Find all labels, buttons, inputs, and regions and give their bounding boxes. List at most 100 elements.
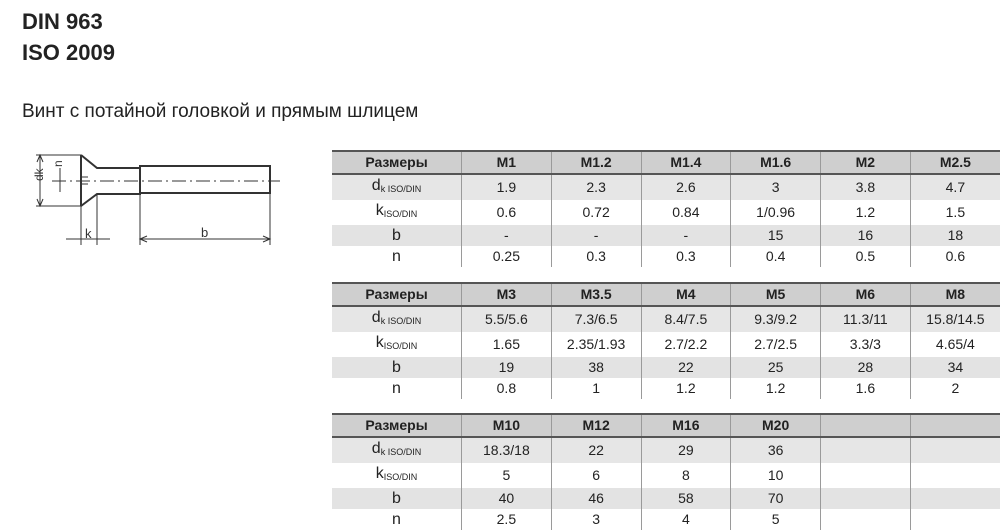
cell-n: 0.8 (461, 378, 552, 399)
cell-b: 16 (820, 225, 911, 246)
cell-n: 3 (550, 509, 641, 530)
row-label-b: b (332, 357, 462, 378)
row-label-subscript: k ISO/DIN (380, 447, 422, 457)
cell-n: 1.2 (640, 378, 731, 399)
product-description: Винт с потайной головкой и прямым шлицем (22, 101, 419, 122)
cell-k: 2.7/2.5 (730, 332, 821, 357)
row-label-k: kISO/DIN (332, 463, 462, 488)
row-label-dk: dk ISO/DIN (332, 306, 462, 332)
size-header: M10 (461, 413, 552, 438)
size-header: M1.4 (640, 150, 731, 175)
cell-dk: 29 (640, 437, 731, 463)
row-label-sizes: Размеры (332, 413, 462, 438)
size-header: M3.5 (550, 282, 641, 307)
cell-b: 28 (820, 357, 911, 378)
size-header: M20 (730, 413, 821, 438)
row-label-sizes: Размеры (332, 150, 462, 175)
k-label: k (85, 226, 92, 241)
cell-n: 2.5 (461, 509, 552, 530)
row-label-dk: dk ISO/DIN (332, 437, 462, 463)
table-row-k: kISO/DIN 5 6 8 10 (332, 463, 1000, 488)
cell-k: 2.35/1.93 (550, 332, 641, 357)
table-row-k: kISO/DIN 0.6 0.72 0.84 1/0.96 1.2 1.5 (332, 200, 1000, 225)
size-header: M1.2 (550, 150, 641, 175)
row-label-sizes: Размеры (332, 282, 462, 307)
cell-k: 4.65/4 (909, 332, 1000, 357)
cell-b: - (550, 225, 641, 246)
cell-dk: 1.9 (461, 174, 552, 200)
table-row-dk: dk ISO/DIN 5.5/5.6 7.3/6.5 8.4/7.5 9.3/9.2 11… (332, 306, 1000, 332)
spec-table-1: Размеры M1 M1.2 M1.4 M1.6 M2 M2.5 dk ISO/DIN 1.9… (332, 150, 1000, 267)
row-label-main: d (371, 177, 381, 194)
b-label: b (201, 225, 208, 240)
n-label: n (51, 160, 65, 167)
standard-title: DIN 963 ISO 2009 (22, 6, 115, 68)
cell-k: 0.6 (461, 200, 552, 225)
row-label-b: b (332, 488, 462, 509)
cell-k: 0.84 (640, 200, 731, 225)
cell-dk: 2.3 (550, 174, 641, 200)
table-row-dk: dk ISO/DIN 18.3/18 22 29 36 (332, 437, 1000, 463)
size-header: M8 (909, 282, 1000, 307)
table-row-b: b - - -15 16 18 (332, 225, 1000, 246)
cell-dk: 22 (550, 437, 641, 463)
cell-k: 1.2 (820, 200, 911, 225)
row-label-subscript: k ISO/DIN (380, 184, 422, 194)
cell-b: 22 (640, 357, 731, 378)
din-number: DIN 963 (22, 9, 103, 34)
size-header: M5 (730, 282, 821, 307)
row-label-main: k (375, 465, 384, 482)
table-row-sizes: Размеры M10 M12 M16 M20 (332, 413, 1000, 438)
cell-dk: 3 (730, 174, 821, 200)
cell-b: 19 (461, 357, 552, 378)
cell-k: 3.3/3 (820, 332, 911, 357)
table-row-sizes: Размеры M1 M1.2 M1.4 M1.6 M2 M2.5 (332, 150, 1000, 175)
cell-b: 25 (730, 357, 821, 378)
cell-dk (909, 437, 1000, 463)
cell-dk: 7.3/6.5 (550, 306, 641, 332)
size-header: M1.6 (730, 150, 821, 175)
size-header: M12 (550, 413, 641, 438)
cell-k: 0.72 (550, 200, 641, 225)
cell-dk: 9.3/9.2 (730, 306, 821, 332)
cell-b (820, 488, 911, 509)
row-label-subscript: ISO/DIN (383, 472, 418, 482)
row-label-n: n (392, 380, 401, 397)
cell-b: 70 (730, 488, 821, 509)
cell-n: 4 (640, 509, 731, 530)
row-label-main: k (375, 202, 384, 219)
row-label-b: b (332, 225, 462, 246)
row-label-subscript: k ISO/DIN (380, 316, 422, 326)
cell-b: 58 (640, 488, 731, 509)
cell-n (909, 509, 1000, 530)
row-label-k: kISO/DIN (332, 200, 462, 225)
cell-k: 10 (730, 463, 821, 488)
row-label-main: d (371, 309, 381, 326)
cell-b: 38 (550, 357, 641, 378)
row-label-subscript: ISO/DIN (383, 209, 418, 219)
size-header: M16 (640, 413, 731, 438)
cell-k (909, 463, 1000, 488)
cell-dk: 5.5/5.6 (461, 306, 552, 332)
row-label-k: kISO/DIN (332, 332, 462, 357)
cell-dk: 2.6 (640, 174, 731, 200)
cell-n: 0.3 (640, 246, 731, 267)
size-header: M3 (461, 282, 552, 307)
cell-dk: 8.4/7.5 (640, 306, 731, 332)
iso-number: ISO 2009 (22, 40, 115, 65)
cell-n: 2 (909, 378, 1000, 399)
table-row-n: n 0.8 1 1.2 1.2 1.6 2 (332, 378, 1000, 399)
dk-label: dk (32, 167, 46, 181)
cell-n: 1.6 (820, 378, 911, 399)
cell-b: 34 (909, 357, 1000, 378)
cell-k: 2.7/2.2 (640, 332, 731, 357)
row-label-main: k (375, 334, 384, 351)
cell-dk: 3.8 (820, 174, 911, 200)
cell-b: - (640, 225, 731, 246)
row-label-dk: dk ISO/DIN (332, 174, 462, 200)
table-row-n: n 0.25 0.3 0.3 0.4 0.5 0.6 (332, 246, 1000, 267)
size-header: M4 (640, 282, 731, 307)
cell-n: 1 (550, 378, 641, 399)
size-header (909, 413, 1000, 438)
cell-b (909, 488, 1000, 509)
